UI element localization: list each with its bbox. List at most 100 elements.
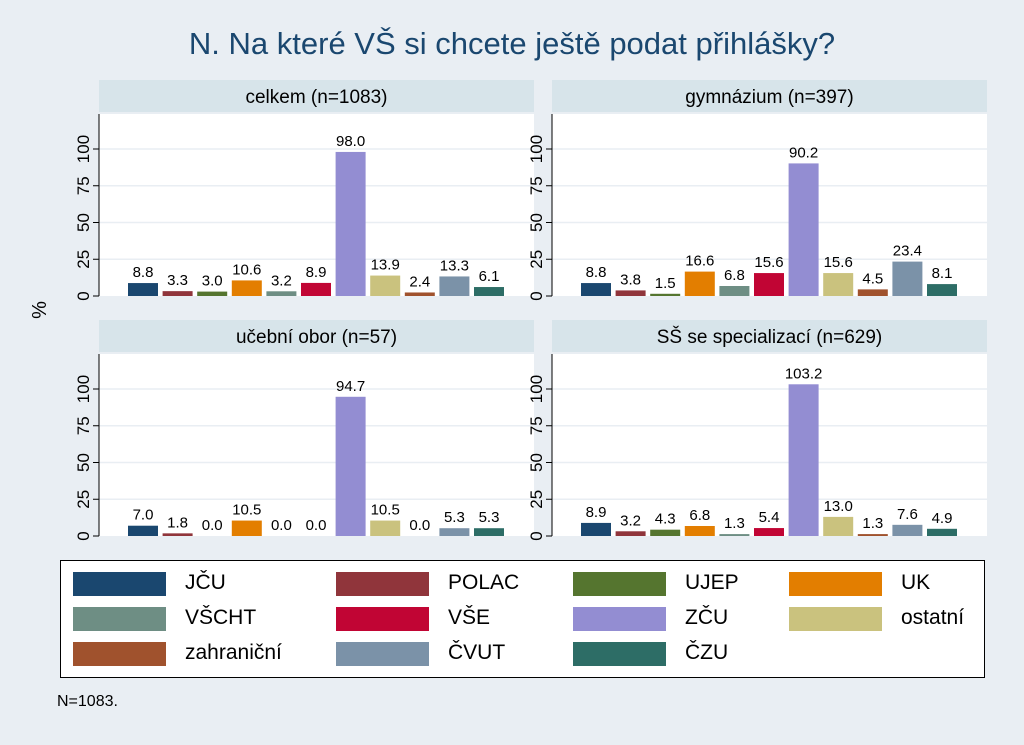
data-label: 1.3 (862, 515, 883, 532)
data-label: 0.0 (271, 517, 292, 534)
y-tick-label: 75 (74, 416, 93, 435)
legend-label: VŠCHT (185, 606, 257, 629)
bar-JČU (581, 283, 611, 296)
data-label: 8.1 (932, 265, 953, 282)
data-label: 6.8 (689, 507, 710, 524)
data-label: 90.2 (789, 144, 818, 161)
bar-POLAC (162, 291, 193, 296)
bar-ostatní (370, 275, 401, 296)
data-label: 0.0 (409, 517, 430, 534)
data-label: 4.5 (862, 270, 883, 287)
y-tick-label: 25 (527, 250, 546, 269)
panel-title: učební obor (n=57) (236, 327, 397, 348)
data-label: 8.9 (586, 504, 607, 521)
data-label: 13.9 (371, 257, 400, 274)
bar-zahraniční (857, 289, 888, 296)
legend: JČU POLAC UJEP UK VŠCHT VŠE ZČU ostatní zahranič… (60, 560, 985, 678)
bar-ostatní (823, 273, 854, 296)
bar-POLAC (615, 290, 646, 296)
chart-title: N. Na které VŠ si chcete ještě podat při… (188, 26, 836, 61)
bar-VŠE (754, 528, 784, 536)
bar-UJEP (650, 293, 681, 296)
legend-swatch (573, 642, 666, 666)
legend-swatch (73, 642, 166, 666)
data-label: 23.4 (893, 243, 922, 260)
data-label: 3.8 (620, 271, 641, 288)
bar-VŠCHT (719, 286, 750, 296)
plot-area (99, 354, 534, 536)
panel-header (552, 80, 987, 112)
bar-ČVUT (892, 261, 923, 296)
y-tick-label: 0 (74, 531, 93, 540)
chart-plots: celkem (n=1083) 0 25 50 75 100 8.8 3.3 3.0 10.6 3.… (74, 80, 987, 541)
data-label: 13.0 (824, 498, 853, 515)
data-label: 15.6 (754, 254, 783, 271)
panel-header (552, 320, 987, 352)
y-tick-label: 100 (527, 135, 546, 163)
panel-title: gymnázium (n=397) (685, 87, 853, 108)
legend-label: POLAC (448, 571, 520, 594)
legend-swatch (336, 607, 429, 631)
bar-ČVUT (439, 276, 470, 296)
y-tick-label: 25 (74, 250, 93, 269)
legend-label: JČU (185, 571, 226, 594)
y-tick-label: 100 (74, 135, 93, 163)
bar-VŠCHT (719, 534, 750, 536)
bar-ČZU (927, 284, 957, 296)
data-label: 3.2 (271, 272, 292, 289)
bar-VŠCHT (266, 291, 297, 296)
legend-label: ZČU (685, 606, 729, 629)
data-label: 0.0 (202, 517, 223, 534)
panel-1: celkem (n=1083) 0 25 50 75 100 8.8 3.3 3.0 10.6 3.… (74, 80, 534, 301)
data-label: 6.8 (724, 267, 745, 284)
legend-swatch (336, 572, 429, 596)
y-tick-label: 75 (527, 416, 546, 435)
legend-label: ostatní (901, 606, 965, 629)
bar-zahraniční (857, 534, 888, 536)
bar-ostatní (823, 516, 854, 536)
y-tick-label: 100 (74, 375, 93, 403)
data-label: 3.0 (202, 273, 223, 290)
bar-UK (684, 271, 715, 296)
y-tick-label: 25 (74, 490, 93, 509)
data-label: 10.5 (371, 502, 400, 519)
data-label: 7.6 (897, 506, 918, 523)
bar-ZČU (788, 384, 819, 536)
y-tick-label: 50 (74, 453, 93, 472)
panel-header (99, 320, 534, 352)
panel-3: učební obor (n=57) 0 25 50 75 100 7.0 1.8 0.0 10.… (74, 320, 534, 541)
y-tick-label: 25 (527, 490, 546, 509)
bar-UJEP (650, 529, 681, 536)
y-tick-label: 50 (527, 453, 546, 472)
bar-VŠE (754, 273, 784, 296)
bar-ČZU (474, 528, 504, 536)
data-label: 5.4 (759, 509, 780, 526)
y-tick-label: 0 (527, 291, 546, 300)
data-label: 4.9 (932, 510, 953, 527)
footnote: N=1083. (57, 693, 118, 710)
plot-area (552, 354, 987, 536)
data-label: 8.8 (586, 264, 607, 281)
panel-4: SŠ se specializací (n=629) 0 25 50 75 100 8.9 3… (527, 320, 987, 541)
data-label: 10.5 (232, 502, 261, 519)
data-label: 5.3 (444, 509, 465, 526)
data-label: 16.6 (685, 253, 714, 270)
bar-ČVUT (892, 524, 923, 536)
bar-JČU (128, 525, 158, 536)
data-label: 8.9 (306, 264, 327, 281)
bar-ČZU (474, 287, 504, 296)
data-label: 3.3 (167, 272, 188, 289)
data-label: 6.1 (479, 268, 500, 285)
y-tick-label: 0 (74, 291, 93, 300)
bar-ČVUT (439, 528, 470, 536)
bar-ZČU (335, 396, 366, 536)
y-tick-label: 75 (74, 176, 93, 195)
legend-label: zahraniční (185, 641, 282, 664)
y-tick-label: 75 (527, 176, 546, 195)
data-label: 4.3 (655, 511, 676, 528)
data-label: 1.5 (655, 275, 676, 292)
bar-JČU (128, 283, 158, 296)
bar-ZČU (335, 151, 366, 296)
bar-UJEP (197, 291, 228, 296)
